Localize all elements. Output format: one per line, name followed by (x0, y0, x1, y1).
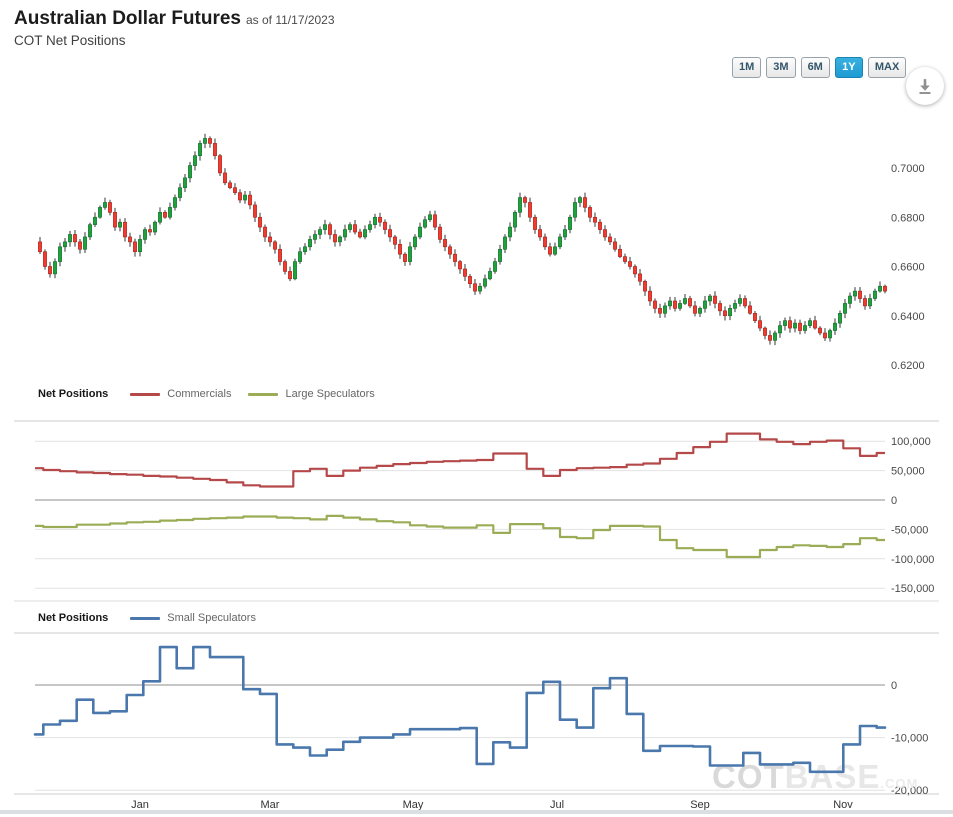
as-of-date: as of 11/17/2023 (246, 13, 335, 27)
legend-label: Commercials (167, 388, 232, 400)
small-speculators-legend: Net Positions Small Speculators (38, 611, 273, 625)
price-y-axis-labels: 0.7000 0.6800 0.6600 0.6400 0.6200 (891, 163, 925, 372)
net-positions-panel (14, 420, 939, 602)
svg-text:0.6400: 0.6400 (891, 311, 925, 323)
legend-line-sample (130, 392, 161, 396)
range-button-max[interactable]: MAX (867, 57, 907, 78)
svg-text:COTBASE.COM: COTBASE.COM (712, 758, 918, 795)
small-speculators-line (33, 645, 887, 774)
svg-text:100,000: 100,000 (891, 436, 931, 448)
svg-text:0.6200: 0.6200 (891, 360, 925, 372)
svg-text:-20,000: -20,000 (891, 785, 928, 797)
small-speculators-y-axis-labels: 0 -10,000 -20,000 (891, 680, 928, 797)
chart-header: Australian Dollar Futures as of 11/17/202… (14, 8, 335, 48)
candlestick-series (38, 133, 887, 346)
legend-label: Large Speculators (285, 388, 375, 400)
legend-item-small-speculators[interactable]: Small Speculators (130, 612, 256, 624)
net-positions-legend: Net Positions Commercials Large Speculator… (38, 387, 392, 401)
svg-text:50,000: 50,000 (891, 466, 925, 478)
legend-item-large-speculators[interactable]: Large Speculators (248, 388, 375, 400)
svg-text:-10,000: -10,000 (891, 733, 928, 745)
svg-text:0.6600: 0.6600 (891, 262, 925, 274)
legend-title: Net Positions (38, 388, 109, 400)
range-button-6m[interactable]: 6M (800, 57, 830, 78)
svg-text:-50,000: -50,000 (891, 524, 928, 536)
legend-line-sample (248, 392, 279, 396)
svg-text:0.7000: 0.7000 (891, 163, 925, 175)
net-positions-y-axis-labels: 100,000 50,000 0 -50,000 -100,000 -150,000 (891, 436, 934, 595)
download-icon (919, 79, 931, 94)
legend-title: Net Positions (38, 612, 109, 624)
legend-label: Small Speculators (167, 612, 256, 624)
svg-text:0: 0 (891, 495, 897, 507)
legend-line-sample (130, 616, 161, 620)
svg-text:0.6800: 0.6800 (891, 212, 925, 224)
page-subtitle: COT Net Positions (14, 33, 126, 48)
range-button-3m[interactable]: 3M (766, 57, 796, 78)
small-speculators-panel (14, 632, 939, 795)
cotbase-watermark: COTBASE.COM (712, 758, 918, 795)
download-button[interactable] (906, 67, 944, 105)
large-speculators-line (35, 514, 885, 559)
legend-item-commercials[interactable]: Commercials (130, 388, 231, 400)
page-title: Australian Dollar Futures (14, 8, 241, 29)
bottom-bar (0, 810, 953, 814)
range-button-1y[interactable]: 1Y (834, 57, 863, 78)
range-button-1m[interactable]: 1M (732, 57, 762, 78)
range-selector: 1M 3M 6M 1Y MAX (732, 57, 907, 78)
svg-text:0: 0 (891, 680, 897, 692)
commercials-line (35, 432, 885, 488)
svg-text:-100,000: -100,000 (891, 554, 934, 566)
svg-text:-150,000: -150,000 (891, 583, 934, 595)
